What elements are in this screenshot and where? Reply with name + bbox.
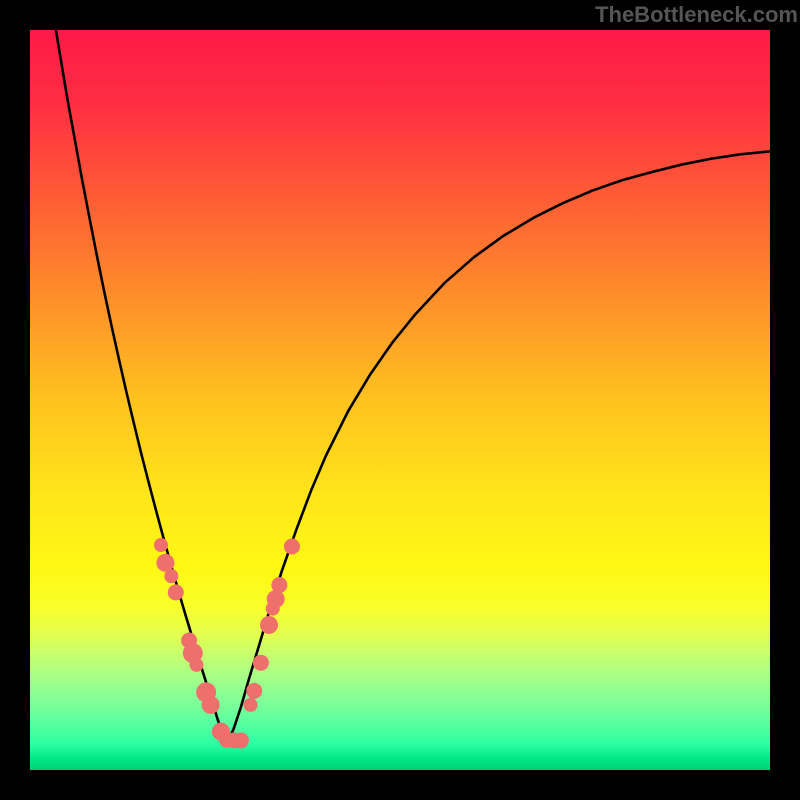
data-marker <box>246 683 262 699</box>
data-marker <box>168 584 184 600</box>
data-marker <box>260 616 278 634</box>
data-marker <box>202 696 220 714</box>
bottleneck-chart <box>0 0 800 800</box>
data-marker <box>164 569 178 583</box>
data-marker <box>267 590 285 608</box>
data-marker <box>154 538 168 552</box>
data-marker <box>156 554 174 572</box>
plot-background <box>30 30 770 770</box>
data-marker <box>244 698 258 712</box>
data-marker <box>271 577 287 593</box>
data-marker <box>190 658 204 672</box>
data-marker <box>233 732 249 748</box>
watermark-label: TheBottleneck.com <box>595 2 798 28</box>
data-marker <box>284 539 300 555</box>
chart-container: TheBottleneck.com <box>0 0 800 800</box>
data-marker <box>253 655 269 671</box>
